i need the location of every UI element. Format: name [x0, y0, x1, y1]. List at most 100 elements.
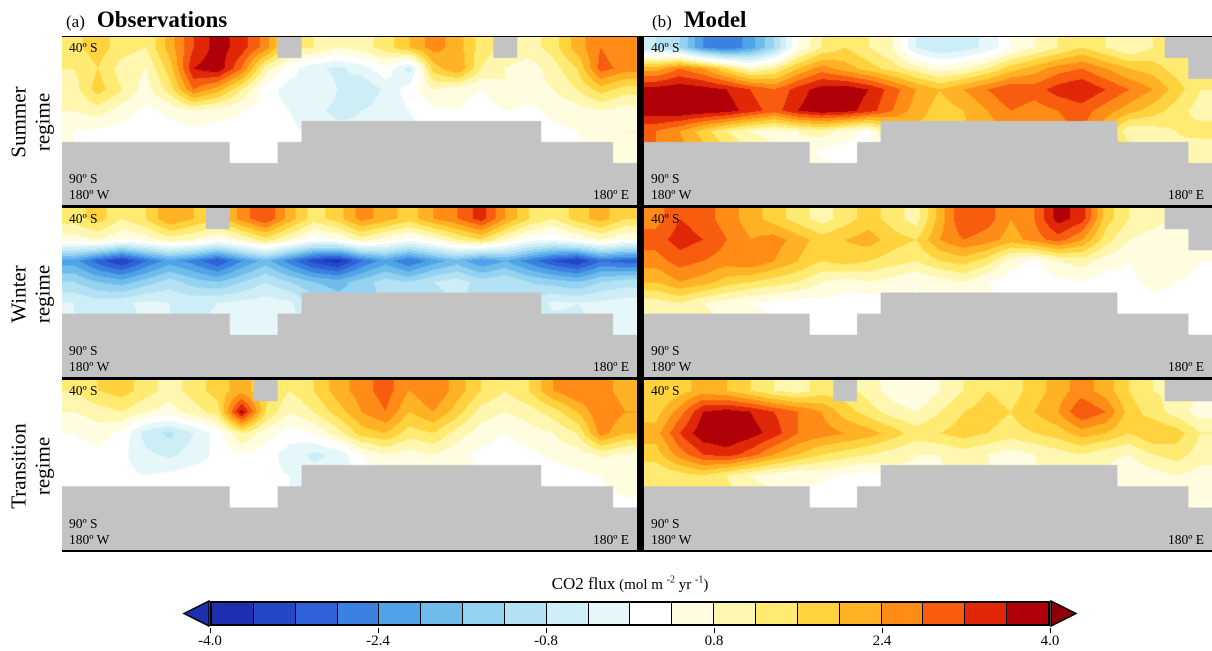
row-label-winter-text: Winter regime [6, 264, 54, 324]
label-lon-right: 180º E [592, 186, 629, 202]
row-transition-panels: 40º S 90º S 180º W 180º E 40º S 90º S 18… [62, 380, 1212, 552]
map-canvas-model-transition [644, 380, 1212, 550]
label-lat-bottom: 90º S [69, 342, 98, 358]
row-label-summer-text: Summer regime [6, 86, 54, 158]
colorbar-segment [462, 603, 504, 624]
column-divider [637, 208, 644, 377]
panel-model-summer: 40º S 90º S 180º W 180º E [644, 37, 1212, 205]
label-lat-top: 40º S [69, 40, 98, 55]
row-winter-panels: 40º S 90º S 180º W 180º E 40º S 90º S 18… [62, 208, 1212, 380]
colorbar-tick-label: 0.8 [704, 633, 724, 649]
colorbar-unit-close: ) [703, 577, 709, 593]
column-headers: (a) Observations (b) Model [0, 0, 1212, 36]
colorbar-segment [922, 603, 965, 624]
colorbar-segment [1006, 603, 1048, 624]
row-winter: Winter regime 40º S 90º S 180º W 180º E … [0, 208, 1212, 380]
colorbar: CO2 flux (mol m -2 yr -1) -4.0 -2.4 -0.8 0.… [182, 574, 1078, 651]
colorbar-tick-mark [378, 628, 379, 633]
label-lat-bottom: 90º S [69, 515, 98, 531]
column-divider [637, 37, 644, 205]
colorbar-bar-row [182, 599, 1078, 628]
colorbar-title: CO2 flux (mol m -2 yr -1) [182, 574, 1078, 594]
panel-observations-winter: 40º S 90º S 180º W 180º E [62, 208, 637, 377]
colorbar-tick-label: 2.4 [872, 633, 892, 649]
colorbar-segment [838, 603, 881, 624]
label-lon-right: 180º E [1167, 531, 1204, 547]
header-observations: (a) Observations [62, 7, 644, 33]
colorbar-unit-mid: yr [675, 577, 695, 593]
colorbar-segment [252, 603, 295, 624]
label-lon-right: 180º E [1167, 186, 1204, 202]
label-lat-top: 40º S [651, 383, 680, 398]
colorbar-segment [378, 603, 421, 624]
colorbar-segment [964, 603, 1007, 624]
colorbar-tick-labels: -4.0 -2.4 -0.8 0.8 2.4 4.0 [198, 628, 1059, 651]
colorbar-segment [796, 603, 839, 624]
panel-observations-transition: 40º S 90º S 180º W 180º E [62, 380, 637, 550]
label-lon-right: 180º E [592, 531, 629, 547]
row-label-winter: Winter regime [0, 208, 62, 380]
label-lon-left: 180º W [651, 531, 692, 547]
label-lon-left: 180º W [69, 358, 110, 374]
colorbar-segment [629, 603, 672, 624]
colorbar-unit-sup1: -2 [666, 574, 675, 586]
label-lon-left: 180º W [651, 358, 692, 374]
label-lat-top: 40º S [651, 211, 680, 226]
panel-tag-b: (b) [652, 12, 672, 31]
column-title-model: Model [683, 7, 747, 32]
colorbar-tick-label: 4.0 [1040, 633, 1060, 649]
row-transition: Transition regime 40º S 90º S 180º W 180… [0, 380, 1212, 552]
colorbar-segment [503, 603, 546, 624]
label-lon-left: 180º W [69, 531, 110, 547]
map-canvas-model-summer [644, 37, 1212, 205]
label-lon-right: 180º E [1167, 358, 1204, 374]
colorbar-tick-mark [546, 628, 547, 633]
label-lat-bottom: 90º S [69, 170, 98, 186]
label-lon-right: 180º E [592, 358, 629, 374]
row-label-transition-text: Transition regime [6, 423, 54, 509]
label-lat-bottom: 90º S [651, 170, 680, 186]
colorbar-segment [294, 603, 337, 624]
colorbar-scale [210, 601, 1050, 626]
colorbar-segment [420, 603, 463, 624]
map-canvas-observations-transition [62, 380, 637, 550]
row-label-transition: Transition regime [0, 380, 62, 552]
colorbar-title-main: CO2 flux [551, 574, 616, 593]
colorbar-segment [754, 603, 797, 624]
colorbar-unit-sup2: -1 [695, 574, 704, 586]
colorbar-tick-mark [882, 628, 883, 633]
colorbar-tick-label: -0.8 [534, 633, 558, 649]
colorbar-segment [880, 603, 923, 624]
column-divider [637, 380, 644, 550]
label-lon-left: 180º W [651, 186, 692, 202]
colorbar-tick-mark [1050, 628, 1051, 633]
row-label-summer: Summer regime [0, 36, 62, 208]
colorbar-segment [587, 603, 630, 624]
map-canvas-observations-summer [62, 37, 637, 205]
colorbar-tick-label: -4.0 [198, 633, 222, 649]
colorbar-segment [336, 603, 379, 624]
header-model: (b) Model [644, 7, 1204, 33]
panel-observations-summer: 40º S 90º S 180º W 180º E [62, 37, 637, 205]
label-lon-left: 180º W [69, 186, 110, 202]
row-summer: Summer regime 40º S 90º S 180º W 180º E … [0, 36, 1212, 208]
map-canvas-model-winter [644, 208, 1212, 377]
panel-model-transition: 40º S 90º S 180º W 180º E [644, 380, 1212, 550]
colorbar-right-arrow-icon [1050, 599, 1078, 628]
column-title-observations: Observations [96, 7, 228, 32]
colorbar-unit-open: (mol m [615, 577, 667, 593]
colorbar-segment [713, 603, 755, 624]
colorbar-tick-mark [210, 628, 211, 633]
colorbar-tick-mark [714, 628, 715, 633]
colorbar-segment [212, 603, 253, 624]
colorbar-segment [545, 603, 588, 624]
row-summer-panels: 40º S 90º S 180º W 180º E 40º S 90º S 18… [62, 36, 1212, 208]
label-lat-top: 40º S [69, 383, 98, 398]
label-lat-bottom: 90º S [651, 515, 680, 531]
map-canvas-observations-winter [62, 208, 637, 377]
label-lat-bottom: 90º S [651, 342, 680, 358]
colorbar-left-arrow-icon [182, 599, 210, 628]
colorbar-tick-label: -2.4 [366, 633, 390, 649]
panel-model-winter: 40º S 90º S 180º W 180º E [644, 208, 1212, 377]
